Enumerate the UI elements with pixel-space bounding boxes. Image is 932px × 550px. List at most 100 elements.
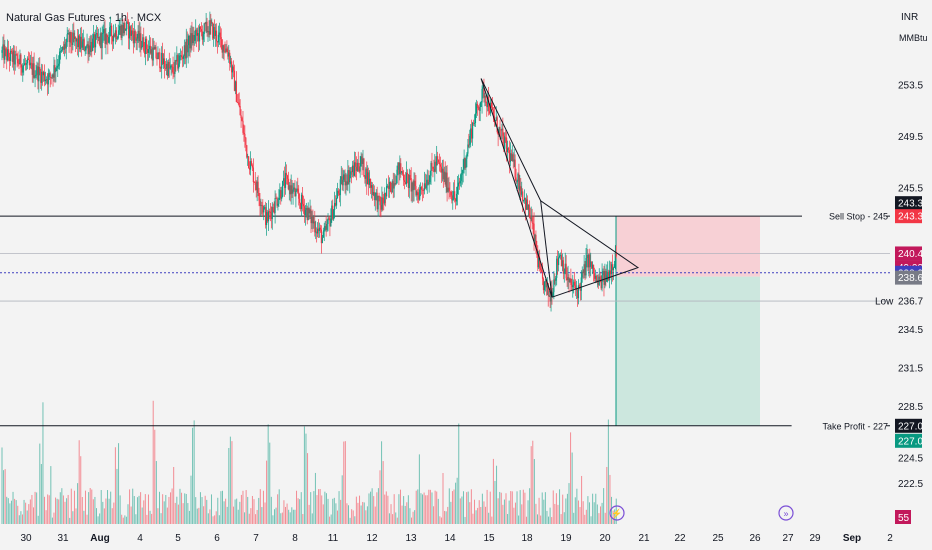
last-price-tag: [895, 246, 922, 261]
volume-bar: [554, 503, 556, 524]
candle: [197, 25, 200, 52]
candle: [607, 261, 609, 283]
candle: [351, 160, 354, 178]
candle-body: [405, 172, 408, 185]
candle-body: [168, 62, 170, 69]
candle-body: [337, 190, 340, 194]
candle-body: [1, 50, 3, 53]
candle-body: [474, 113, 477, 124]
candle-body: [591, 261, 593, 269]
lightning-icon-glyph: ⚡: [611, 508, 622, 520]
candle-body: [9, 50, 12, 61]
candle: [502, 117, 504, 144]
candle-body: [316, 231, 318, 234]
candle: [352, 160, 355, 178]
candle-body: [527, 204, 529, 210]
candle-body: [213, 27, 215, 39]
candle: [166, 60, 168, 80]
candle-body: [415, 186, 417, 196]
volume-bar: [94, 496, 96, 524]
candle: [125, 28, 127, 32]
volume-bar: [376, 492, 378, 524]
candle-body: [291, 185, 293, 194]
volume-bar: [159, 491, 160, 524]
candle: [109, 22, 111, 45]
candle: [89, 36, 91, 57]
candle-body: [151, 49, 153, 61]
volume-bar: [222, 490, 223, 524]
volume-bar: [489, 491, 491, 524]
candle-body: [297, 188, 299, 193]
candle-body: [569, 278, 571, 282]
candle-body: [276, 198, 278, 206]
candle: [311, 210, 313, 230]
volume-bar: [510, 491, 512, 524]
candle: [184, 41, 186, 65]
candle-body: [564, 263, 566, 272]
volume-bar: [251, 495, 253, 524]
volume-bar: [207, 513, 209, 524]
candle-body: [204, 23, 206, 25]
candle-body: [52, 74, 54, 78]
candle: [409, 170, 411, 181]
candle-body: [314, 221, 316, 233]
candle-body: [477, 106, 479, 109]
candle-body: [8, 49, 10, 57]
candle: [294, 180, 296, 197]
candle: [277, 197, 279, 211]
candle-body: [465, 158, 467, 168]
candle: [162, 53, 165, 70]
candle: [548, 291, 550, 297]
candle-body: [58, 63, 60, 66]
candle-body: [241, 118, 243, 121]
candle: [36, 61, 38, 80]
candle-body: [579, 286, 581, 291]
volume-bar: [220, 491, 222, 524]
candle-body: [14, 54, 16, 65]
volume-bar: [461, 496, 463, 524]
volume-bar: [524, 492, 526, 524]
volume-bar: [147, 494, 149, 524]
candle: [439, 156, 442, 173]
candle-body: [505, 137, 507, 139]
volume-bar: [502, 504, 504, 524]
candle: [228, 44, 230, 63]
candle: [425, 174, 427, 191]
volume-bar: [270, 496, 272, 524]
candle-body: [186, 39, 188, 53]
candle: [7, 39, 9, 62]
volume-bar: [45, 510, 47, 524]
candle: [441, 159, 443, 182]
candle: [32, 56, 34, 83]
volume-bar: [381, 441, 383, 524]
volume-bar: [160, 513, 162, 524]
candle-body: [243, 132, 245, 134]
volume-bar: [529, 488, 531, 524]
candle: [198, 23, 201, 51]
candle: [139, 22, 141, 53]
volume-bar: [570, 432, 572, 524]
candle-body: [473, 123, 476, 124]
volume-bar: [537, 514, 538, 524]
time-tick-label: 15: [483, 533, 495, 544]
candle: [422, 188, 425, 199]
candle-body: [306, 207, 308, 221]
candle-body: [116, 38, 118, 40]
candle-body: [117, 34, 119, 39]
candle: [121, 15, 123, 46]
candle-body: [390, 191, 392, 193]
candle: [380, 196, 382, 218]
candle-body: [293, 187, 295, 190]
candle-body: [464, 157, 466, 168]
candle-body: [380, 205, 382, 210]
candle-body: [17, 59, 19, 64]
candle-body: [266, 212, 268, 226]
take-profit-zone: [616, 276, 760, 426]
candle: [112, 24, 115, 49]
candle: [229, 49, 231, 71]
volume-bar: [431, 492, 433, 524]
candle-body: [144, 50, 146, 55]
candle-body: [378, 195, 380, 197]
volume-bar: [214, 515, 216, 524]
